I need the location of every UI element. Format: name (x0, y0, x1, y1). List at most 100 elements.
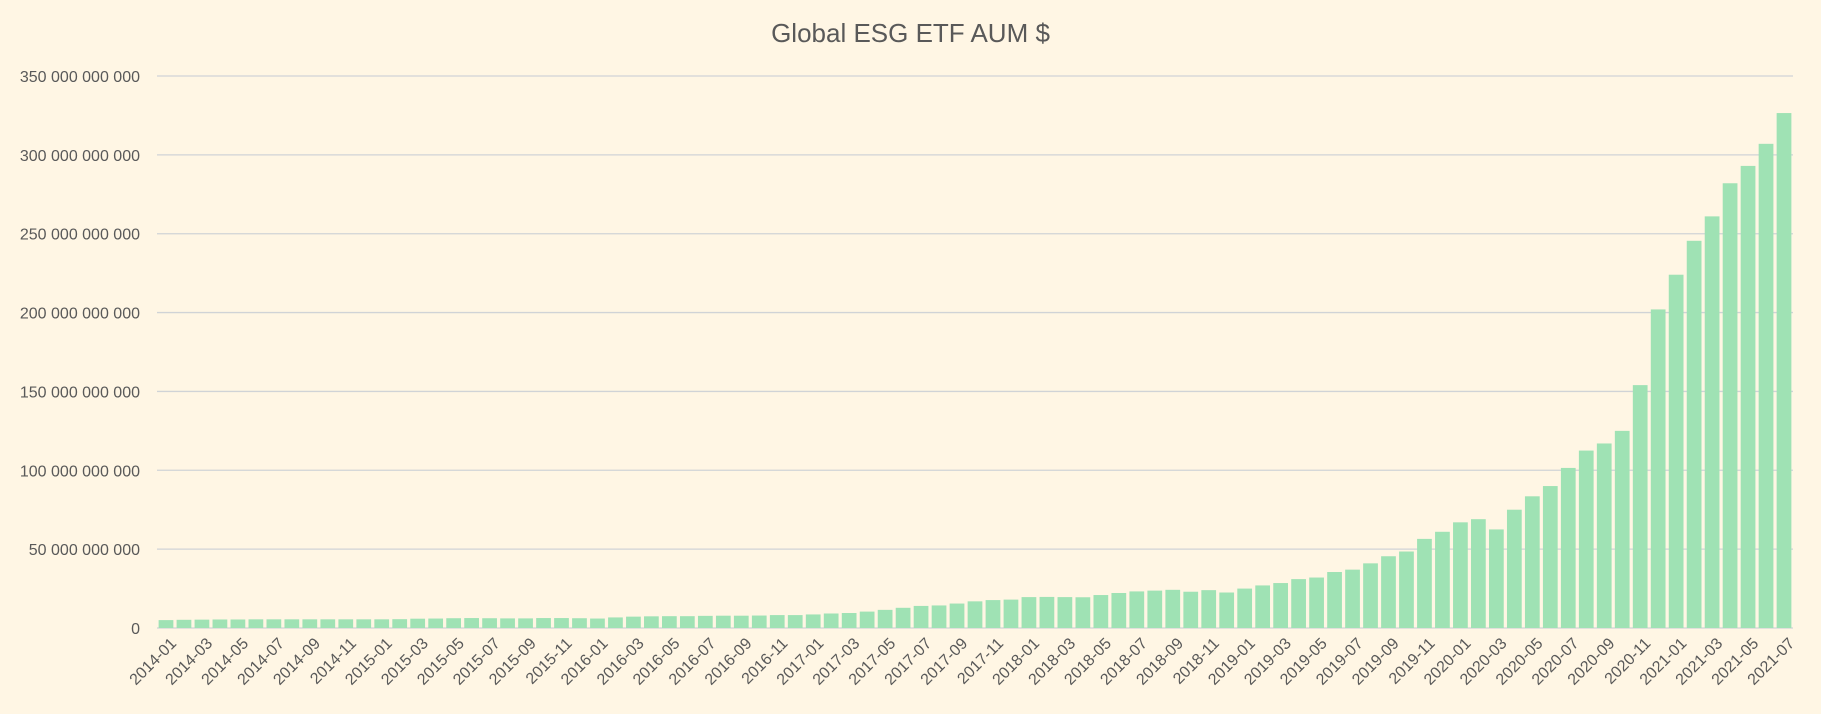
bar-2019-01 (1237, 588, 1253, 628)
bar-2016-05 (662, 616, 677, 628)
bar-2016-02 (608, 617, 623, 628)
bar-2014-01 (158, 620, 174, 628)
bar-2021-04 (1722, 183, 1738, 628)
y-tick-label: 50 000 000 000 (29, 542, 140, 559)
bar-2019-09 (1381, 556, 1396, 628)
bar-2020-06 (1542, 486, 1558, 628)
bar-2018-10 (1183, 591, 1199, 628)
bar-2015-01 (374, 619, 390, 628)
bar-2019-03 (1273, 583, 1288, 628)
bar-2015-09 (518, 618, 533, 628)
bar-2018-01 (1021, 597, 1037, 628)
bar-2020-12 (1650, 309, 1666, 628)
bar-2015-11 (554, 618, 569, 628)
bar-2018-02 (1039, 596, 1055, 628)
chart-title: Global ESG ETF AUM $ (771, 18, 1050, 48)
bar-2016-12 (787, 615, 803, 628)
y-tick-label: 350 000 000 000 (20, 69, 140, 86)
bar-2014-04 (212, 619, 228, 628)
bar-2016-10 (751, 615, 767, 628)
bar-2019-12 (1435, 531, 1450, 628)
bar-2016-06 (679, 616, 695, 628)
bar-2014-07 (266, 619, 282, 628)
bar-2014-09 (302, 619, 318, 628)
bar-2019-10 (1399, 551, 1414, 628)
bar-2015-03 (410, 618, 426, 628)
bar-2017-04 (859, 611, 875, 628)
y-tick-label: 250 000 000 000 (20, 227, 140, 244)
bar-2016-11 (769, 615, 785, 628)
bar-2017-01 (805, 614, 821, 628)
y-tick-label: 0 (131, 621, 140, 638)
y-axis-tick-labels: 0 50 000 000 000 100 000 000 000 150 000 00… (20, 69, 140, 638)
bar-2016-04 (644, 616, 659, 628)
bar-2019-06 (1327, 572, 1342, 628)
bar-2018-04 (1075, 597, 1091, 628)
bar-2015-05 (446, 618, 462, 628)
bar-2020-01 (1453, 522, 1468, 628)
bar-2016-07 (697, 615, 713, 628)
bar-2018-12 (1219, 592, 1235, 628)
bar-2020-11 (1632, 385, 1648, 628)
bar-2017-10 (967, 601, 983, 628)
bar-2014-06 (248, 619, 264, 628)
bar-2017-06 (895, 607, 911, 628)
bar-2017-02 (823, 613, 839, 628)
bar-2017-03 (841, 613, 857, 628)
bar-2018-06 (1111, 592, 1127, 628)
bar-2014-12 (356, 619, 372, 628)
bar-2016-08 (715, 615, 731, 628)
bar-2019-04 (1291, 579, 1306, 628)
y-tick-label: 150 000 000 000 (20, 384, 140, 401)
bar-2020-08 (1578, 450, 1594, 628)
bar-2021-01 (1668, 274, 1684, 628)
bar-2015-12 (572, 618, 587, 628)
bar-2014-11 (338, 619, 354, 628)
bar-2019-02 (1255, 585, 1271, 628)
bar-2017-07 (913, 605, 929, 628)
bar-2016-01 (590, 618, 605, 628)
bar-2015-06 (464, 618, 479, 628)
bar-2014-02 (176, 619, 192, 628)
y-tick-label: 200 000 000 000 (20, 306, 140, 323)
bar-2018-11 (1201, 590, 1217, 628)
bar-2020-02 (1471, 519, 1486, 628)
bar-2017-12 (1003, 599, 1019, 628)
bar-2017-05 (877, 609, 893, 628)
bar-2021-03 (1704, 216, 1720, 628)
bar-2019-07 (1345, 569, 1360, 628)
bar-2017-11 (985, 600, 1001, 628)
bar-2016-03 (626, 616, 641, 628)
bar-2020-03 (1488, 529, 1504, 628)
bar-2017-09 (949, 603, 965, 628)
bars (158, 113, 1792, 628)
bar-2015-08 (500, 618, 515, 628)
bar-2020-07 (1560, 467, 1576, 628)
bar-2015-10 (536, 618, 551, 628)
bar-2014-10 (320, 619, 336, 628)
bar-2015-04 (428, 618, 444, 628)
bar-2018-07 (1129, 591, 1145, 628)
bar-2019-08 (1363, 563, 1378, 628)
bar-2020-04 (1506, 509, 1522, 628)
bar-2014-03 (194, 619, 210, 628)
bar-2021-05 (1740, 165, 1756, 628)
bar-2017-08 (931, 605, 947, 628)
bar-2019-11 (1417, 538, 1432, 628)
bar-2020-05 (1524, 496, 1540, 628)
bar-2014-08 (284, 619, 300, 628)
bar-2020-10 (1614, 430, 1630, 628)
bar-2015-02 (392, 619, 408, 628)
bar-2018-05 (1093, 595, 1109, 628)
bar-2021-06 (1758, 143, 1774, 628)
bar-2020-09 (1596, 443, 1612, 628)
bar-2021-07 (1776, 113, 1792, 628)
bar-2019-05 (1309, 577, 1324, 628)
bar-2018-09 (1165, 589, 1181, 628)
y-tick-label: 100 000 000 000 (20, 463, 140, 480)
x-axis-tick-labels: 2014-012014-032014-052014-072014-092014-… (127, 635, 1799, 689)
bar-2016-09 (733, 615, 749, 628)
bar-2021-02 (1686, 240, 1702, 628)
